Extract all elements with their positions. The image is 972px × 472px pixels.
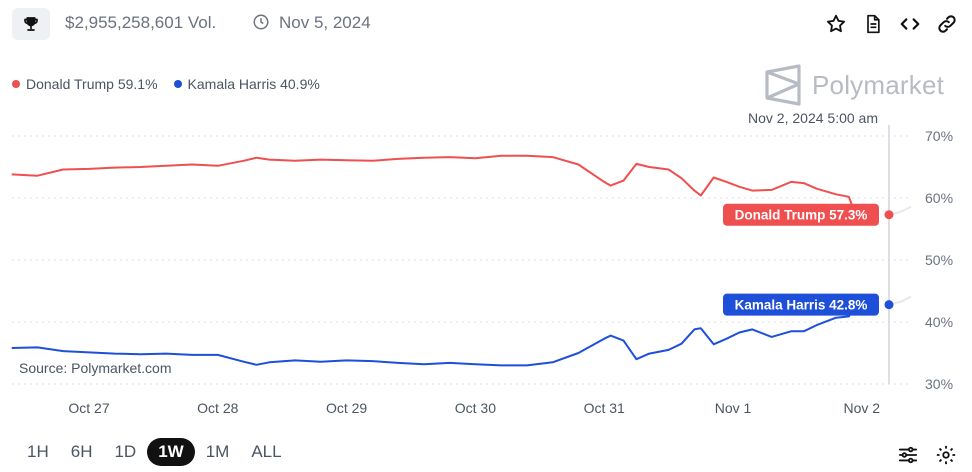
trophy-icon: [24, 17, 38, 31]
legend-dot: [173, 80, 182, 88]
source-label: Source: Polymarket.com: [13, 358, 178, 378]
x-tick-label: Nov 2: [844, 400, 881, 416]
x-tick-label: Oct 27: [68, 400, 109, 416]
clock-icon: [253, 14, 269, 30]
timeframe-1m[interactable]: 1M: [205, 442, 230, 461]
series-end-badge: [723, 203, 879, 226]
series-line-trump: [11, 154, 857, 216]
brand-name: Polymarket: [812, 69, 945, 100]
legend-label: Donald Trump 59.1%: [26, 76, 158, 92]
y-tick-label: 70%: [925, 128, 953, 144]
y-tick-label: 40%: [925, 314, 953, 330]
x-tick-label: Oct 31: [584, 400, 625, 416]
legend-dot: [12, 80, 20, 88]
hover-date-label: Nov 2, 2024 5:00 am: [748, 110, 878, 126]
end-date-text: Nov 5, 2024: [279, 13, 371, 32]
document-icon[interactable]: [861, 12, 885, 36]
embed-code-icon[interactable]: [898, 12, 922, 36]
legend-item-harris: Kamala Harris 40.9%: [173, 76, 320, 92]
series-line-harris: [11, 304, 857, 367]
series-end-badge: [723, 293, 879, 316]
series-end-point: [884, 300, 894, 310]
timeframe-all[interactable]: ALL: [251, 442, 282, 461]
x-tick-label: Oct 29: [326, 400, 367, 416]
series-end-label: Donald Trump 57.3%: [735, 208, 868, 223]
market-header: $2,955,258,601 Vol. Nov 5, 2024: [0, 0, 972, 46]
y-tick-label: 60%: [925, 190, 953, 206]
legend-item-trump: Donald Trump 59.1%: [12, 76, 158, 92]
series-end-label: Kamala Harris 42.8%: [735, 298, 868, 313]
link-icon[interactable]: [935, 12, 959, 36]
timeframe-1w[interactable]: 1W: [147, 438, 195, 466]
timeframe-6h[interactable]: 6H: [70, 442, 93, 461]
timeframe-1h[interactable]: 1H: [27, 442, 49, 461]
filter-sliders-icon[interactable]: [897, 444, 919, 466]
series-end-point: [884, 210, 894, 220]
timeframe-selector: 1H 6H 1D 1W 1M ALL: [16, 438, 293, 466]
y-tick-label: 50%: [925, 252, 953, 268]
star-icon[interactable]: [824, 12, 848, 36]
polymarket-watermark: Polymarket: [764, 64, 944, 106]
legend-label: Kamala Harris 40.9%: [187, 76, 320, 92]
x-tick-label: Oct 30: [455, 400, 496, 416]
volume-text: $2,955,258,601 Vol.: [65, 13, 217, 32]
polymarket-logo-icon: [765, 64, 801, 106]
settings-gear-icon[interactable]: [935, 444, 957, 466]
y-tick-label: 30%: [925, 376, 953, 392]
chart-legend: Donald Trump 59.1% Kamala Harris 40.9%: [12, 76, 320, 92]
x-tick-label: Nov 1: [715, 400, 752, 416]
timeframe-1d[interactable]: 1D: [114, 442, 137, 461]
probability-chart: 70% 60% 50% 40% 30% Oct 27 Oct 28 Oct 29 Oct 30 O…: [11, 110, 953, 416]
x-tick-label: Oct 28: [197, 400, 238, 416]
trophy-badge: [12, 8, 50, 40]
